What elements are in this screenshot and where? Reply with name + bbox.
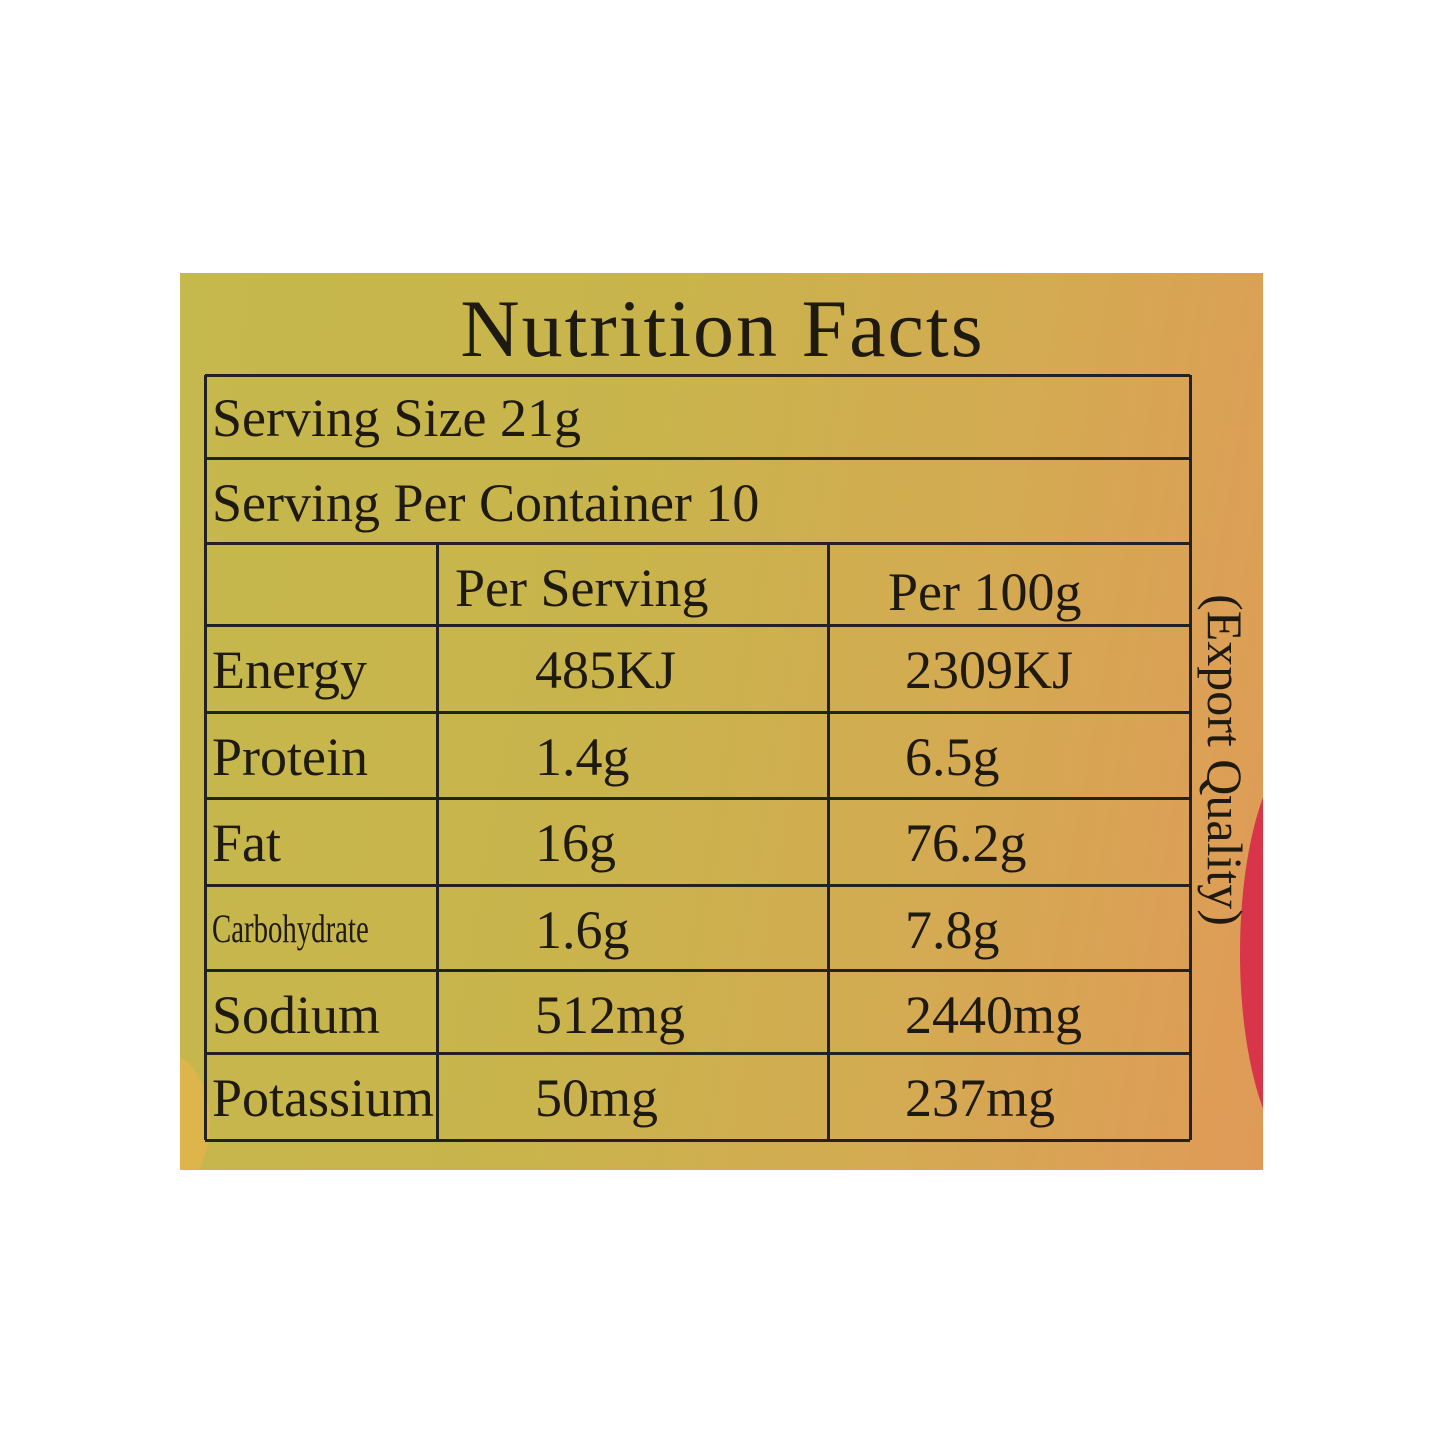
rule bbox=[205, 541, 1190, 545]
rule bbox=[205, 1051, 1190, 1055]
rule bbox=[205, 796, 1190, 800]
rule bbox=[205, 456, 1190, 460]
nutrient-name: Sodium bbox=[212, 985, 381, 1045]
nutrient-value: 2440mg bbox=[905, 985, 1083, 1045]
nutrient-value: 1.6g bbox=[535, 900, 630, 960]
rule bbox=[826, 543, 830, 1140]
serving-size: Serving Size 21g bbox=[212, 388, 581, 448]
nutrient-value: 512mg bbox=[535, 985, 686, 1045]
nutrient-name: Fat bbox=[212, 813, 282, 873]
side-note: (Export Quality) bbox=[1197, 594, 1253, 926]
rule bbox=[205, 968, 1190, 972]
rule bbox=[435, 543, 439, 1140]
rule bbox=[205, 1138, 1190, 1142]
nutrient-value: 6.5g bbox=[905, 727, 1000, 787]
column-header: Per Serving bbox=[455, 558, 709, 618]
nutrient-value: 76.2g bbox=[905, 813, 1027, 873]
nutrient-name: Carbohydrate bbox=[212, 906, 369, 951]
rule bbox=[205, 373, 1190, 377]
rule bbox=[203, 375, 207, 1140]
nutrient-name: Protein bbox=[212, 727, 368, 787]
nutrient-name: Potassium bbox=[212, 1068, 435, 1128]
nutrient-value: 50mg bbox=[535, 1068, 659, 1128]
nutrient-value: 7.8g bbox=[905, 900, 1000, 960]
title: Nutrition Facts bbox=[460, 283, 985, 374]
servings-per-container: Serving Per Container 10 bbox=[212, 473, 760, 533]
rule bbox=[1188, 375, 1192, 1140]
label-panel bbox=[180, 273, 1263, 1170]
nutrient-value: 485KJ bbox=[535, 640, 677, 700]
nutrient-value: 2309KJ bbox=[905, 640, 1074, 700]
nutrient-value: 1.4g bbox=[535, 727, 630, 787]
nutrient-name: Energy bbox=[212, 640, 367, 700]
nutrient-value: 16g bbox=[535, 813, 616, 873]
rule bbox=[205, 883, 1190, 887]
nutrient-value: 237mg bbox=[905, 1068, 1056, 1128]
column-header: Per 100g bbox=[888, 562, 1082, 622]
rule bbox=[205, 623, 1190, 627]
rule bbox=[205, 710, 1190, 714]
